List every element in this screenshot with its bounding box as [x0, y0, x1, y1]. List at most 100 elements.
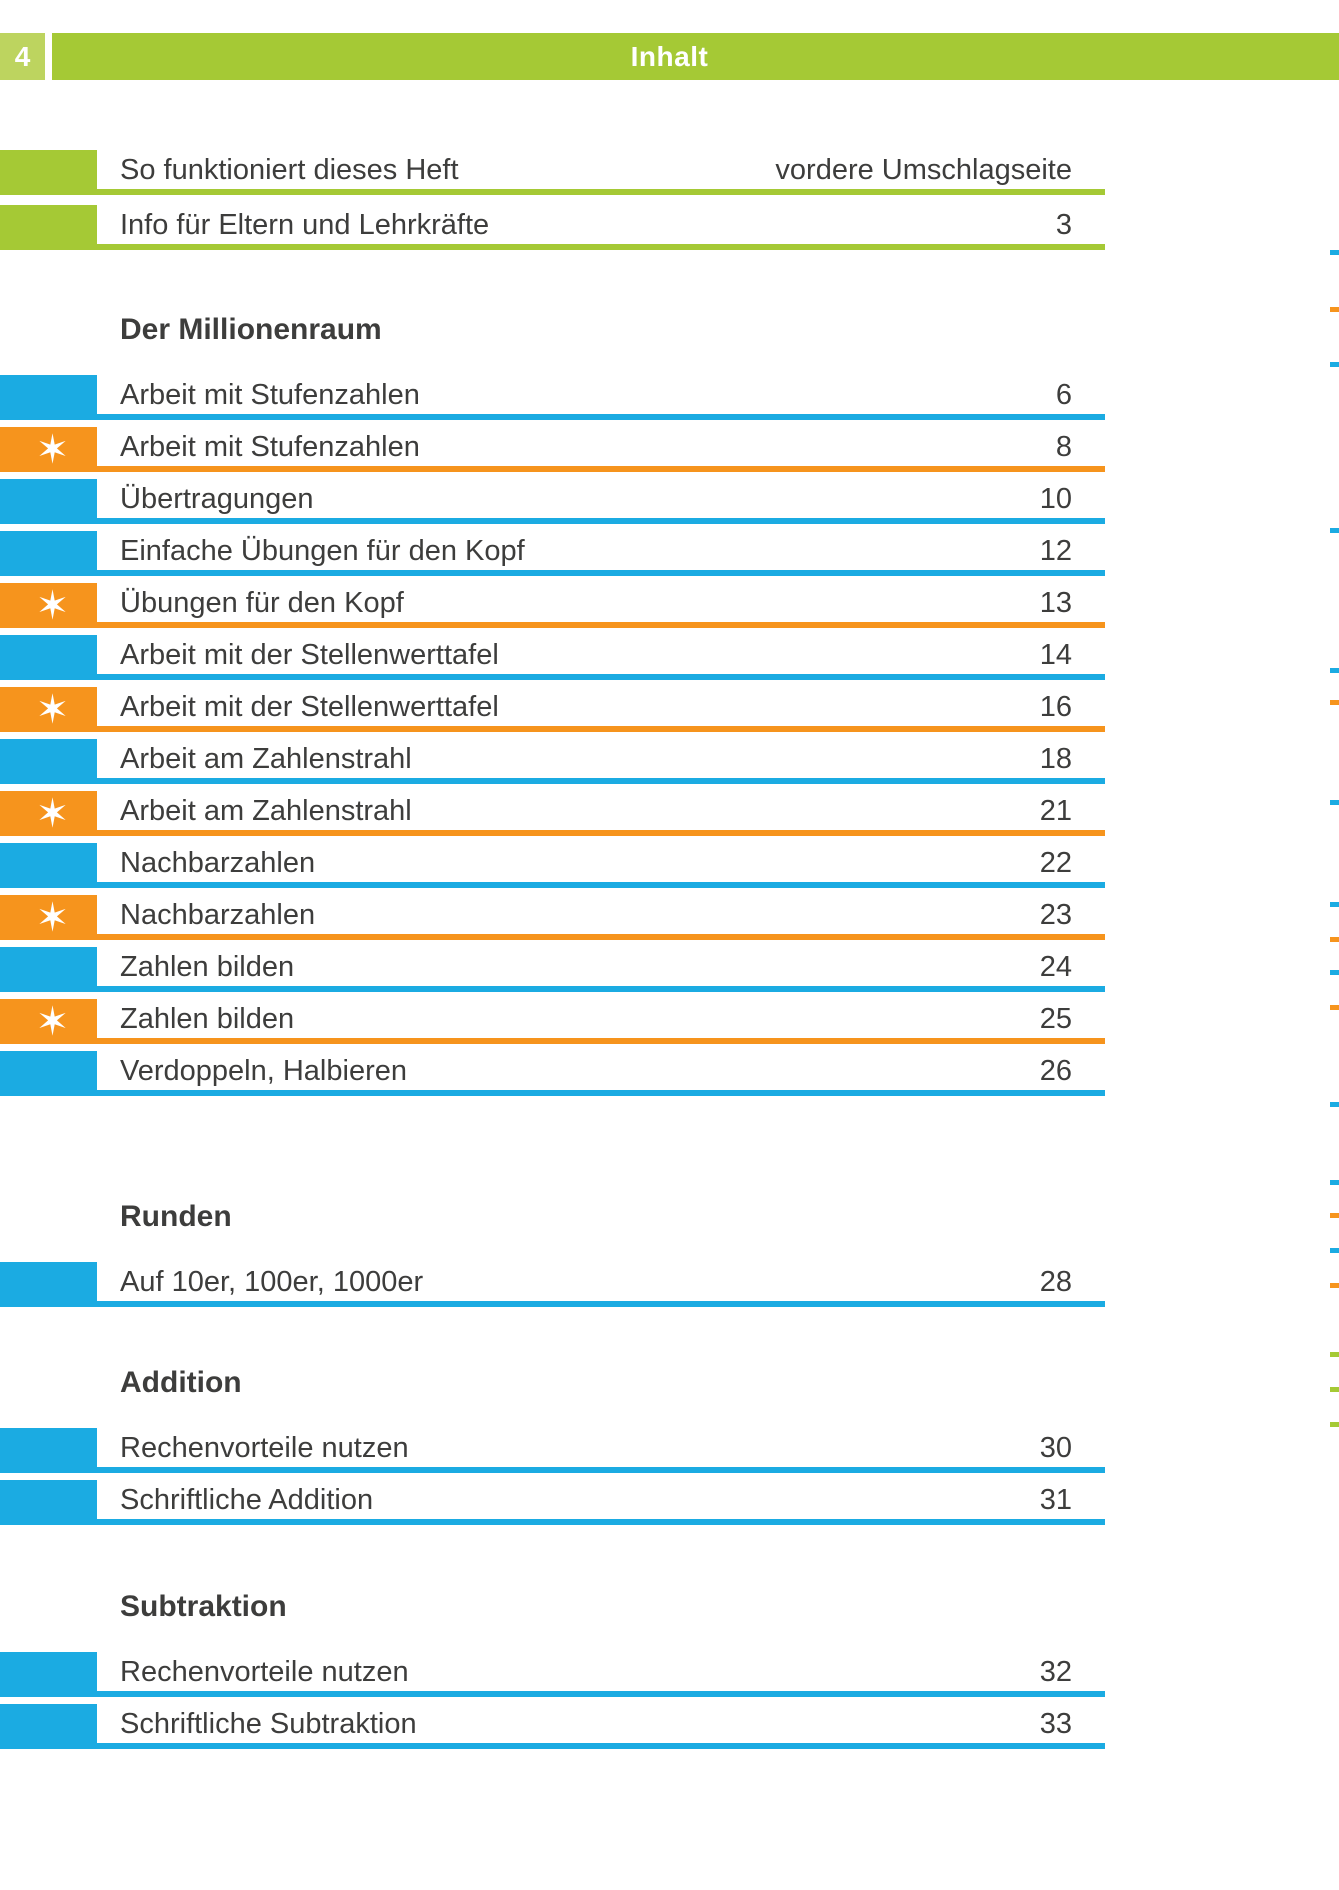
toc-item-label: Rechenvorteile nutzen	[120, 1432, 409, 1464]
header-bar	[52, 33, 1339, 80]
toc-item-page: 18	[1039, 743, 1072, 775]
toc-item-label: Info für Eltern und Lehrkräfte	[120, 209, 490, 241]
toc-row: Info für Eltern und Lehrkräfte 3	[0, 205, 1105, 250]
toc-row: Einfache Übungen für den Kopf 12	[0, 531, 1105, 576]
toc-item-page: 32	[1039, 1656, 1072, 1688]
star-icon: ✶	[35, 999, 70, 1044]
row-underline	[97, 1691, 1105, 1697]
toc-item-label: Zahlen bilden	[120, 1003, 295, 1035]
row-underline	[97, 244, 1105, 250]
page-number-box: 4	[0, 33, 45, 80]
toc-item-label: Übungen für den Kopf	[120, 587, 404, 619]
toc-row: ✶ Zahlen bilden 25	[0, 999, 1105, 1044]
toc-front-list: So funktioniert dieses Heft vordere Umsch…	[0, 150, 1105, 260]
toc-section: Der Millionenraum Arbeit mit Stufenzahlen…	[0, 310, 1105, 1103]
page-edge-mark	[1330, 307, 1339, 312]
page-edge-mark	[1330, 1005, 1339, 1010]
row-underline	[97, 1519, 1105, 1525]
toc-row: ✶ Arbeit mit Stufenzahlen 8	[0, 427, 1105, 472]
star-icon: ✶	[35, 583, 70, 628]
toc-row: ✶ Arbeit mit der Stellenwerttafel 16	[0, 687, 1105, 732]
row-underline	[97, 726, 1105, 732]
toc-row: Zahlen bilden 24	[0, 947, 1105, 992]
row-color-block	[0, 150, 97, 195]
row-color-block: ✶	[0, 791, 97, 836]
page-edge-mark	[1330, 1352, 1339, 1357]
page-edge-mark	[1330, 1248, 1339, 1253]
row-underline	[97, 882, 1105, 888]
toc-row: So funktioniert dieses Heft vordere Umsch…	[0, 150, 1105, 195]
row-color-block	[0, 1428, 97, 1473]
toc-item-label: Schriftliche Addition	[120, 1484, 374, 1516]
row-underline	[97, 1301, 1105, 1307]
row-color-block	[0, 635, 97, 680]
toc-row: Schriftliche Subtraktion 33	[0, 1704, 1105, 1749]
toc-item-page: 13	[1039, 587, 1072, 619]
page-edge-mark	[1330, 1180, 1339, 1185]
row-underline	[97, 1090, 1105, 1096]
toc-row: ✶ Arbeit am Zahlenstrahl 21	[0, 791, 1105, 836]
row-color-block	[0, 843, 97, 888]
toc-row: ✶ Nachbarzahlen 23	[0, 895, 1105, 940]
toc-item-page: 31	[1039, 1484, 1072, 1516]
section-title: Addition	[120, 1366, 242, 1399]
toc-item-label: Arbeit mit der Stellenwerttafel	[120, 639, 499, 671]
row-color-block	[0, 1704, 97, 1749]
toc-item-page: 3	[1055, 209, 1072, 241]
toc-row: Nachbarzahlen 22	[0, 843, 1105, 888]
toc-section: Addition Rechenvorteile nutzen 30 Schriftli…	[0, 1363, 1105, 1532]
toc-section: Subtraktion Rechenvorteile nutzen 32 Schrif…	[0, 1587, 1105, 1756]
toc-item-label: Arbeit mit Stufenzahlen	[120, 379, 420, 411]
toc-row: Arbeit am Zahlenstrahl 18	[0, 739, 1105, 784]
row-color-block: ✶	[0, 895, 97, 940]
toc-item-page: 14	[1039, 639, 1072, 671]
page-edge-mark	[1330, 937, 1339, 942]
toc-item-page: 33	[1039, 1708, 1072, 1740]
toc-item-page: 12	[1039, 535, 1072, 567]
page-edge-mark	[1330, 700, 1339, 705]
row-color-block: ✶	[0, 687, 97, 732]
toc-row: Übertragungen 10	[0, 479, 1105, 524]
row-color-block	[0, 1262, 97, 1307]
toc-row: Schriftliche Addition 31	[0, 1480, 1105, 1525]
row-color-block	[0, 1480, 97, 1525]
row-color-block	[0, 479, 97, 524]
toc-row: Arbeit mit der Stellenwerttafel 14	[0, 635, 1105, 680]
toc-item-page: 16	[1039, 691, 1072, 723]
page-edge-mark	[1330, 1102, 1339, 1107]
row-color-block	[0, 947, 97, 992]
toc-item-page: 21	[1039, 795, 1072, 827]
row-color-block	[0, 205, 97, 250]
toc-row: ✶ Übungen für den Kopf 13	[0, 583, 1105, 628]
row-underline	[97, 622, 1105, 628]
page-edge-mark	[1330, 1387, 1339, 1392]
toc-item-label: Arbeit mit Stufenzahlen	[120, 431, 420, 463]
star-icon: ✶	[35, 895, 70, 940]
toc-item-page: 30	[1039, 1432, 1072, 1464]
row-underline	[97, 986, 1105, 992]
toc-item-label: Übertragungen	[120, 483, 314, 515]
toc-item-page: vordere Umschlagseite	[775, 154, 1072, 186]
page-edge-mark	[1330, 970, 1339, 975]
toc-item-label: Arbeit mit der Stellenwerttafel	[120, 691, 499, 723]
section-title: Subtraktion	[120, 1590, 287, 1623]
toc-item-label: Arbeit am Zahlenstrahl	[120, 743, 412, 775]
row-underline	[97, 1038, 1105, 1044]
row-underline	[97, 830, 1105, 836]
page-title: Inhalt	[630, 41, 709, 72]
toc-row: Rechenvorteile nutzen 32	[0, 1652, 1105, 1697]
toc-item-page: 8	[1055, 431, 1072, 463]
toc-item-page: 25	[1039, 1003, 1072, 1035]
toc-row: Arbeit mit Stufenzahlen 6	[0, 375, 1105, 420]
row-color-block: ✶	[0, 999, 97, 1044]
toc-item-label: Auf 10er, 100er, 1000er	[120, 1266, 424, 1298]
page-number: 4	[14, 41, 31, 72]
star-icon: ✶	[35, 791, 70, 836]
toc-row: Rechenvorteile nutzen 30	[0, 1428, 1105, 1473]
toc-item-label: Nachbarzahlen	[120, 847, 316, 879]
page-edge-mark	[1330, 362, 1339, 367]
row-underline	[97, 466, 1105, 472]
row-underline	[97, 518, 1105, 524]
page-edge-mark	[1330, 800, 1339, 805]
